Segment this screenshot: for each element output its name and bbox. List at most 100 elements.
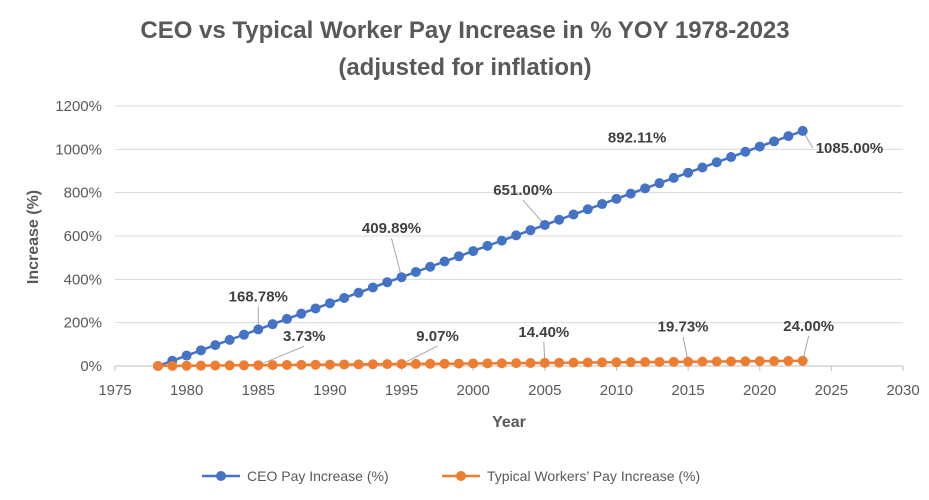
x-tick-label: 2030 — [886, 382, 919, 399]
data-point — [640, 183, 651, 194]
data-point — [238, 329, 249, 340]
data-point — [769, 356, 780, 367]
x-tick-label: 2020 — [743, 382, 776, 399]
data-point — [754, 356, 765, 367]
x-tick-label: 1975 — [98, 382, 131, 399]
data-point — [468, 358, 479, 369]
x-tick-label: 2025 — [815, 382, 848, 399]
data-point — [668, 172, 679, 183]
data-point — [468, 246, 479, 257]
data-point — [525, 357, 536, 368]
data-point — [238, 360, 249, 371]
data-point — [582, 357, 593, 368]
data-point — [267, 360, 278, 371]
data-point — [210, 360, 221, 371]
data-point — [697, 356, 708, 367]
y-tick-label: 800% — [64, 185, 102, 202]
data-point — [597, 199, 608, 210]
data-point — [453, 358, 464, 369]
data-point — [554, 357, 565, 368]
legend-item: CEO Pay Increase (%) — [202, 468, 389, 484]
data-point — [296, 359, 307, 370]
series-layer — [152, 125, 808, 371]
data-point — [611, 193, 622, 204]
data-point — [568, 357, 579, 368]
data-point — [310, 303, 321, 314]
data-point — [353, 359, 364, 370]
data-point — [195, 345, 206, 356]
y-tick-label: 200% — [64, 315, 102, 332]
data-point — [482, 358, 493, 369]
x-tick-label: 2015 — [671, 382, 704, 399]
data-label: 1085.00% — [816, 140, 884, 157]
series-line — [157, 129, 804, 368]
leader-line — [258, 345, 305, 366]
data-point — [797, 125, 808, 136]
data-point — [554, 214, 565, 225]
data-point — [181, 360, 192, 371]
data-point — [152, 361, 163, 371]
data-point — [783, 131, 794, 142]
x-tick-label: 1980 — [170, 382, 203, 399]
data-point — [496, 235, 507, 246]
x-tick-label: 1995 — [385, 382, 418, 399]
leader-line — [522, 199, 546, 226]
data-point — [783, 355, 794, 366]
data-point — [224, 334, 235, 345]
data-point — [224, 360, 235, 371]
data-point — [525, 225, 536, 236]
data-point — [296, 308, 307, 319]
data-point — [568, 209, 579, 220]
data-point — [396, 359, 407, 370]
data-point — [267, 319, 278, 330]
x-axis-title: Year — [492, 414, 526, 431]
series-worker-pay — [152, 355, 808, 371]
data-point — [195, 360, 206, 371]
data-point — [625, 188, 636, 199]
data-point — [740, 356, 751, 367]
data-point — [654, 356, 665, 367]
data-point — [754, 141, 765, 152]
data-point — [683, 356, 694, 367]
data-point — [410, 358, 421, 369]
chart-title-line-2: (adjusted for inflation) — [338, 54, 591, 81]
data-label: 14.40% — [518, 324, 569, 341]
data-point — [324, 298, 335, 309]
data-point — [339, 292, 350, 303]
y-axis-title: Increase (%) — [25, 190, 42, 284]
data-point — [597, 357, 608, 368]
x-tick-label: 2000 — [456, 382, 489, 399]
data-point — [367, 282, 378, 293]
leader-line — [391, 238, 403, 278]
data-point — [253, 324, 264, 335]
data-point — [697, 162, 708, 173]
x-tick-label: 1985 — [242, 382, 275, 399]
data-point — [339, 359, 350, 370]
data-point — [582, 204, 593, 215]
data-point — [496, 358, 507, 369]
data-point — [726, 356, 737, 367]
x-tick-label: 2005 — [528, 382, 561, 399]
data-point — [210, 340, 221, 351]
data-point — [281, 313, 292, 324]
data-point — [439, 358, 450, 369]
legend-item: Typical Workers’ Pay Increase (%) — [442, 468, 700, 484]
y-tick-label: 400% — [64, 271, 102, 288]
data-label: 9.07% — [416, 328, 459, 345]
data-point — [367, 359, 378, 370]
data-point — [353, 287, 364, 298]
legend-label: CEO Pay Increase (%) — [247, 468, 389, 484]
x-tick-label: 1990 — [313, 382, 346, 399]
data-point — [324, 359, 335, 370]
data-point — [711, 157, 722, 168]
data-point — [281, 359, 292, 370]
data-point — [711, 356, 722, 367]
data-point — [410, 266, 421, 277]
chart-title-line-1: CEO vs Typical Worker Pay Increase in % … — [140, 17, 789, 44]
data-point — [181, 350, 192, 361]
data-point — [511, 358, 522, 369]
data-point — [482, 240, 493, 251]
y-tick-label: 0% — [80, 358, 102, 375]
data-point — [625, 357, 636, 368]
data-point — [668, 356, 679, 367]
